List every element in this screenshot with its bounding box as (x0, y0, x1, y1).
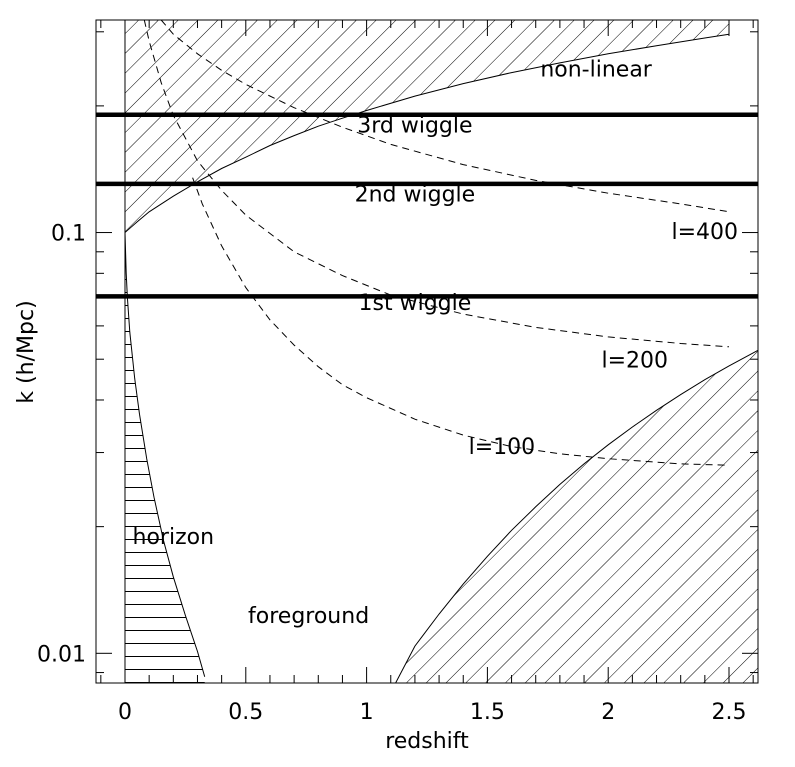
foreground-boundary-curve (395, 349, 758, 683)
horizon-region (125, 232, 205, 683)
nonlinear-region (125, 20, 729, 233)
nonlinear-label: non-linear (540, 57, 652, 82)
x-axis-label: redshift (385, 729, 469, 754)
x-tick-label-1: 0.5 (228, 700, 263, 725)
foreground-label: foreground (248, 604, 369, 629)
wiggle-label-3: 3rd wiggle (357, 113, 472, 138)
plot-frame (95, 19, 759, 684)
nonlinear-boundary-curve (124, 33, 730, 233)
series-label-3: l=100 (469, 435, 536, 460)
series-layer (143, 20, 730, 466)
y-tick-label-0: 0.01 (37, 642, 86, 667)
x-tick-label-4: 2 (601, 700, 615, 725)
series-line-1 (160, 20, 730, 213)
series-line-3 (192, 177, 730, 466)
x-tick-label-3: 1.5 (470, 700, 505, 725)
foreground-region (395, 350, 758, 683)
y-tick-label-1: 0.1 (51, 222, 86, 247)
series-label-1: l=400 (672, 220, 739, 245)
wiggle-label-2: 2nd wiggle (355, 183, 476, 208)
wiggle-layer (96, 112, 758, 299)
x-tick-label-0: 0 (118, 700, 132, 725)
x-tick-label-5: 2.5 (712, 700, 747, 725)
label-layer: l=400 l=200 l=100 1st wiggle 2nd wiggle 3rd w… (133, 57, 739, 629)
horizon-label: horizon (133, 525, 215, 550)
tick-layer: 0 0.5 1 1.5 2 2.5 0.01 0.1 (37, 20, 758, 725)
series-line-2 (143, 20, 730, 348)
x-tick-label-2: 1 (360, 700, 374, 725)
wiggle-label-1: 1st wiggle (359, 291, 472, 316)
plot-area (96, 20, 758, 683)
y-axis-label: k (h/Mpc) (14, 300, 39, 403)
series-label-2: l=200 (602, 348, 669, 373)
